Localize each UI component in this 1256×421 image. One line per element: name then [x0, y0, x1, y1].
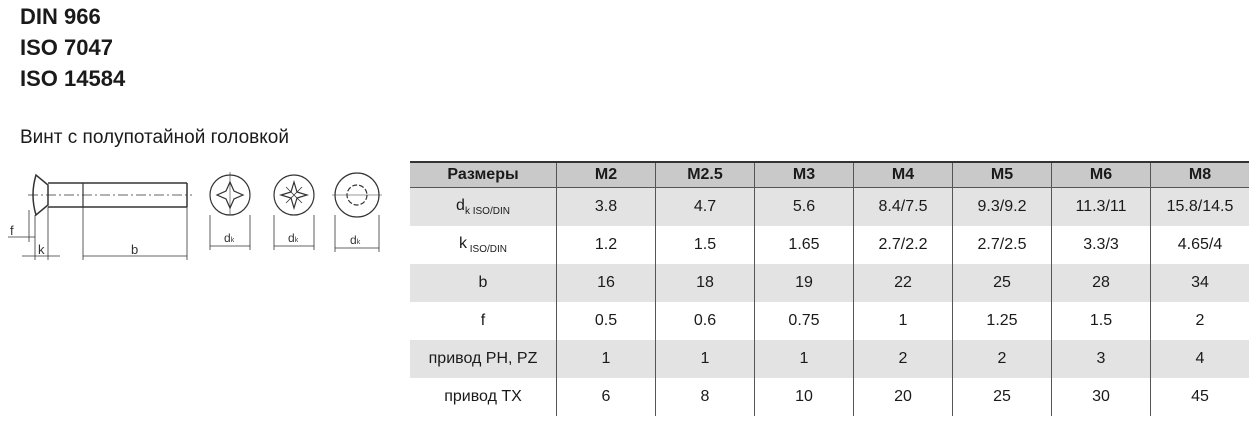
table-cell: 4.65/4	[1150, 226, 1249, 264]
row-label: k ISO/DIN	[410, 226, 557, 264]
table-cell: 25	[952, 264, 1052, 302]
table-cell: 1	[853, 302, 953, 340]
row-label-text: d	[456, 196, 465, 214]
table-cell: 5.6	[754, 187, 854, 226]
header-dimensions: Размеры	[410, 161, 557, 188]
pozidriv-head-view	[273, 174, 315, 250]
phillips-head-view	[209, 172, 251, 250]
table-row: f 0.5 0.6 0.75 1 1.25 1.5 2	[410, 302, 1249, 340]
row-label: dk ISO/DIN	[410, 187, 557, 226]
header-size-m5: M5	[952, 161, 1052, 188]
table-cell: 2	[952, 340, 1052, 378]
table-cell: 6	[556, 378, 656, 416]
row-label: f	[410, 302, 557, 340]
table-row: k ISO/DIN 1.2 1.5 1.65 2.7/2.2 2.7/2.5 3.3/3 4.…	[410, 226, 1249, 264]
table-cell: 3.8	[556, 187, 656, 226]
row-label-text: b	[478, 274, 488, 291]
screw-technical-drawing: f k b dk dk dk	[8, 172, 382, 260]
table-cell: 22	[853, 264, 953, 302]
table-cell: 1.65	[754, 226, 854, 264]
table-row: привод TX 6 8 10 20 25 30 45	[410, 378, 1249, 416]
header-size-m3: M3	[754, 161, 854, 188]
row-label: привод TX	[410, 378, 557, 416]
standard-iso-14584: ISO 14584	[20, 66, 126, 91]
table-cell: 2.7/2.2	[853, 226, 953, 264]
table-cell: 45	[1150, 378, 1249, 416]
dimension-f-label: f	[10, 223, 14, 238]
row-label-subscript: k ISO/DIN	[464, 206, 510, 218]
table-row: dk ISO/DIN 3.8 4.7 5.6 8.4/7.5 9.3/9.2 11.3/11…	[410, 187, 1249, 226]
dimension-k-label: k	[38, 242, 45, 257]
table-cell: 2	[1150, 302, 1249, 340]
product-subtitle: Винт с полупотайной головкой	[20, 127, 289, 148]
table-row: привод PH, PZ 1 1 1 2 2 3 4	[410, 340, 1249, 378]
dimension-b-label: b	[131, 242, 138, 257]
row-label-text: привод TX	[444, 388, 522, 405]
table-cell: 8.4/7.5	[853, 187, 953, 226]
table-cell: 1	[754, 340, 854, 378]
table-cell: 0.5	[556, 302, 656, 340]
standard-iso-7047: ISO 7047	[20, 35, 113, 60]
table-cell: 30	[1051, 378, 1151, 416]
row-label: привод PH, PZ	[410, 340, 557, 378]
header-size-m2-5: M2.5	[655, 161, 755, 188]
row-label-text: f	[480, 312, 486, 329]
dk-label-torx: dk	[350, 233, 361, 247]
header-size-m4: M4	[853, 161, 953, 188]
table-cell: 1.2	[556, 226, 656, 264]
table-cell: 18	[655, 264, 755, 302]
table-cell: 3	[1051, 340, 1151, 378]
table-header-row: Размеры M2 M2.5 M3 M4 M5 M6 M8	[410, 161, 1249, 188]
table-cell: 2	[853, 340, 953, 378]
torx-head-view	[332, 172, 382, 252]
table-cell: 1.5	[1051, 302, 1151, 340]
table-cell: 16	[556, 264, 656, 302]
standard-din-966: DIN 966	[20, 4, 101, 29]
table-cell: 1.5	[655, 226, 755, 264]
table-cell: 19	[754, 264, 854, 302]
table-cell: 20	[853, 378, 953, 416]
dk-label-pozidriv: dk	[288, 231, 299, 245]
row-label-text: k	[458, 234, 467, 252]
row-label: b	[410, 264, 557, 302]
table-cell: 3.3/3	[1051, 226, 1151, 264]
table-cell: 8	[655, 378, 755, 416]
header-size-m2: M2	[556, 161, 656, 188]
table-cell: 9.3/9.2	[952, 187, 1052, 226]
dimensions-table: Размеры M2 M2.5 M3 M4 M5 M6 M8 dk ISO/DIN 3.8 4.7…	[410, 161, 1249, 416]
table-cell: 0.75	[754, 302, 854, 340]
dk-label-phillips: dk	[224, 231, 235, 245]
table-cell: 1	[556, 340, 656, 378]
table-cell: 4	[1150, 340, 1249, 378]
header-size-m6: M6	[1051, 161, 1151, 188]
table-cell: 0.6	[655, 302, 755, 340]
table-cell: 1.25	[952, 302, 1052, 340]
table-cell: 2.7/2.5	[952, 226, 1052, 264]
table-cell: 28	[1051, 264, 1151, 302]
header-size-m8: M8	[1150, 161, 1249, 188]
table-cell: 11.3/11	[1051, 187, 1151, 226]
table-cell: 15.8/14.5	[1150, 187, 1249, 226]
table-cell: 4.7	[655, 187, 755, 226]
table-cell: 10	[754, 378, 854, 416]
row-label-text: привод PH, PZ	[428, 350, 538, 367]
row-label-subscript: ISO/DIN	[466, 244, 507, 256]
table-cell: 25	[952, 378, 1052, 416]
screw-side-view	[8, 173, 192, 260]
table-row: b 16 18 19 22 25 28 34	[410, 264, 1249, 302]
table-cell: 1	[655, 340, 755, 378]
table-cell: 34	[1150, 264, 1249, 302]
